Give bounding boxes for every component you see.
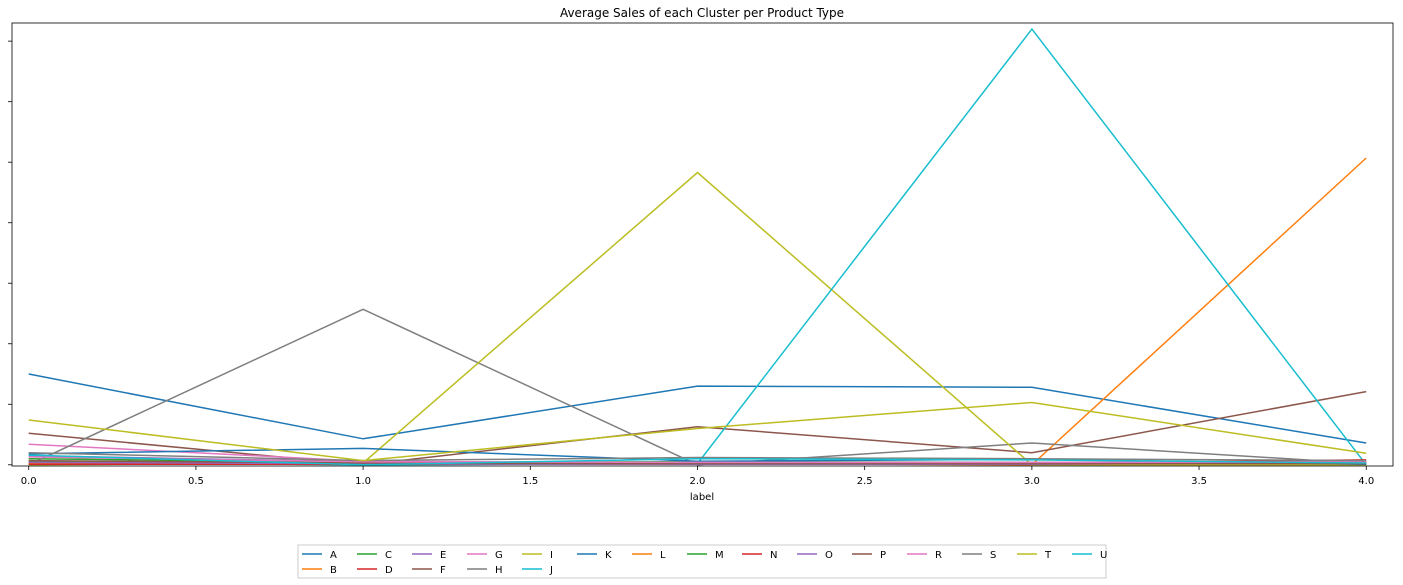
legend-box xyxy=(297,544,1107,579)
series-line-H xyxy=(28,308,1367,466)
x-axis-label: label xyxy=(690,492,714,503)
legend-label-K: K xyxy=(605,550,612,561)
series-line-F xyxy=(28,390,1367,466)
legend-label-I: I xyxy=(550,550,553,561)
legend-label-A: A xyxy=(330,550,337,561)
legend-label-M: M xyxy=(715,550,724,561)
legend-label-L: L xyxy=(660,550,666,561)
legend-label-C: C xyxy=(385,550,392,561)
legend-label-U: U xyxy=(1100,550,1107,561)
legend-label-S: S xyxy=(990,550,996,561)
legend-label-D: D xyxy=(385,565,393,576)
legend-label-O: O xyxy=(825,550,833,561)
legend: AB CD EF GH IJ K L M N O P R S T U xyxy=(297,544,1107,579)
x-axis: 0.0 0.5 1.0 1.5 2.0 2.5 3.0 3.5 4.0 xyxy=(21,466,1374,487)
x-tick-label: 2.0 xyxy=(690,476,706,487)
legend-label-F: F xyxy=(440,565,446,576)
legend-label-R: R xyxy=(935,550,942,561)
series-layer xyxy=(28,27,1367,466)
legend-label-E: E xyxy=(440,550,446,561)
x-tick-label: 1.5 xyxy=(522,476,538,487)
legend-label-H: H xyxy=(495,565,503,576)
series-line-T xyxy=(28,401,1367,462)
x-tick-label: 0.0 xyxy=(21,476,37,487)
series-line-S xyxy=(28,451,1367,462)
x-tick-label: 0.5 xyxy=(188,476,204,487)
series-line-I xyxy=(28,171,1367,466)
legend-label-G: G xyxy=(495,550,503,561)
series-line-U xyxy=(28,454,1367,466)
series-line-R xyxy=(28,456,1367,464)
legend-label-T: T xyxy=(1044,550,1052,561)
x-tick-label: 3.5 xyxy=(1191,476,1207,487)
legend-label-P: P xyxy=(880,550,886,561)
series-line-A xyxy=(28,373,1367,444)
x-tick-label: 3.0 xyxy=(1024,476,1040,487)
series-line-J xyxy=(28,27,1367,466)
plot-frame xyxy=(11,22,1394,467)
legend-label-N: N xyxy=(770,550,777,561)
chart-title: Average Sales of each Cluster per Produc… xyxy=(560,6,844,20)
x-tick-label: 4.0 xyxy=(1358,476,1374,487)
y-axis xyxy=(8,40,12,466)
legend-label-J: J xyxy=(549,565,553,576)
x-tick-label: 1.0 xyxy=(355,476,371,487)
x-tick-label: 2.5 xyxy=(857,476,873,487)
legend-label-B: B xyxy=(330,565,337,576)
